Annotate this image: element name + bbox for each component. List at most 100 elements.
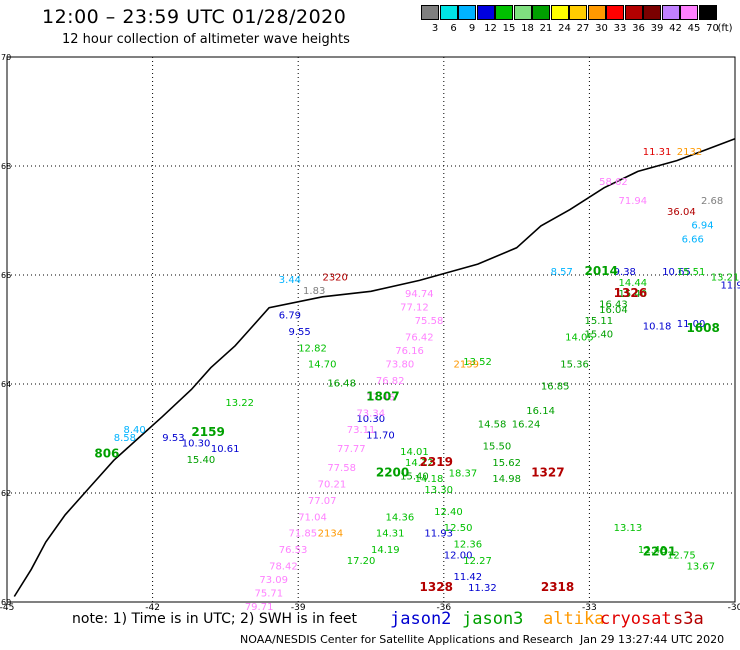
wave-height-label: 8.58 xyxy=(114,433,136,444)
color-scale-cell xyxy=(569,5,587,20)
color-scale-unit: (ft) xyxy=(717,23,733,34)
wave-height-label-jason3: 16.24 xyxy=(512,420,541,431)
wave-height-label: 8.57 xyxy=(551,267,573,278)
wave-height-label-jason3: 13.52 xyxy=(463,357,492,368)
wave-height-label-jason3: 14.44 xyxy=(619,278,648,289)
color-scale-cell xyxy=(476,5,495,20)
wave-height-label: 1.83 xyxy=(303,286,325,297)
wave-height-label-jason3: 15.36 xyxy=(560,360,589,371)
wave-height-label-s3a: 77.58 xyxy=(327,463,356,474)
color-scale-cell xyxy=(513,5,532,20)
y-tick-label: 70 xyxy=(1,53,11,62)
wave-height-label-jason3: 12.27 xyxy=(463,556,492,567)
wave-height-label: 8.40 xyxy=(123,425,145,436)
wave-height-label-jason3: 14.01 xyxy=(400,447,429,458)
wave-height-label-jason3: 17.20 xyxy=(347,556,376,567)
color-scale-tick: 70 xyxy=(706,23,719,34)
wave-height-label-cryosat: 36.04 xyxy=(667,207,696,218)
wave-height-label-jason3: 15.40 xyxy=(585,330,614,341)
color-scale-tick: 33 xyxy=(613,23,627,34)
timestamp: Jan 29 13:27:44 UTC 2020 xyxy=(580,633,725,646)
color-scale-tick: 39 xyxy=(650,23,664,34)
wave-height-label-s3a: 76.53 xyxy=(279,545,308,556)
wave-height-label-s3a: 78.42 xyxy=(269,561,298,572)
wave-height-label-jason2: 12.00 xyxy=(444,550,473,561)
color-scale-tick: 45 xyxy=(687,23,701,34)
color-scale-tick: 15 xyxy=(502,23,516,34)
wave-height-label-jason3: 13.67 xyxy=(686,561,715,572)
pass-time-label: 2159 xyxy=(191,425,224,439)
wave-height-label-altika: 2132 xyxy=(677,147,702,158)
wave-height-label-s3a: 76.82 xyxy=(376,376,405,387)
wave-height-label-jason2: 11.9 xyxy=(720,281,740,292)
wave-height-label-s3a: 73.80 xyxy=(386,360,415,371)
color-scale-cell xyxy=(550,5,569,20)
wave-height-label-s3a: 79.71 xyxy=(245,602,274,610)
wave-height-label-jason3: 18.37 xyxy=(449,469,478,480)
wave-height-label-jason3: 15.51 xyxy=(677,267,706,278)
wave-height-label-jason3: 13.22 xyxy=(225,398,254,409)
color-scale-tick: 24 xyxy=(558,23,571,34)
wave-height-label-s3a: 71.94 xyxy=(619,196,648,207)
wave-height-label-jason3: 14.05 xyxy=(565,332,594,343)
legend-jason3: jason3 xyxy=(462,609,524,629)
wave-height-label-jason2: 11.93 xyxy=(424,529,453,540)
wave-height-label-jason3: 13.13 xyxy=(614,523,643,534)
pass-time-label: 2201 xyxy=(643,545,676,559)
wave-height-label-s3a: 58.62 xyxy=(599,177,628,188)
pass-time-label: 1326 xyxy=(614,286,647,300)
wave-height-label-jason2: 9.53 xyxy=(162,433,184,444)
wave-height-label-jason3: 12.40 xyxy=(434,507,463,518)
wave-height-label-s3a: 71.04 xyxy=(298,512,327,523)
wave-height-label-jason2: 6.79 xyxy=(279,311,301,322)
wave-height-label-jason3: 15.40 xyxy=(400,471,429,482)
x-tick-label: -33 xyxy=(582,603,597,610)
wave-height-label-jason2: 10.18 xyxy=(643,322,672,333)
wave-height-label-s3a: 77.12 xyxy=(400,302,429,313)
legend-altika: altika xyxy=(543,609,605,629)
color-scale-cell xyxy=(532,5,550,20)
wave-height-label-jason3: 14.31 xyxy=(376,529,405,540)
wave-height-label-s3a: 77.77 xyxy=(337,444,366,455)
greenland-coastline xyxy=(13,138,736,597)
wave-height-label-jason3: 12.82 xyxy=(298,343,327,354)
color-scale-cell xyxy=(680,5,698,20)
color-scale-cell xyxy=(421,5,439,20)
x-tick-label: -42 xyxy=(145,603,160,610)
color-scale-cell xyxy=(458,5,476,20)
color-scale-tick: 21 xyxy=(539,23,553,34)
color-scale-tick: 9 xyxy=(468,23,476,34)
wave-height-label-altika: 2134 xyxy=(318,529,343,540)
wave-height-label: 3.44 xyxy=(279,275,301,286)
wave-height-label-jason3: 15.50 xyxy=(483,441,512,452)
wave-height-label-jason2: 11.00 xyxy=(677,319,706,330)
color-scale-tick: 18 xyxy=(521,23,534,34)
wave-height-label-jason2: 11.42 xyxy=(454,572,483,583)
wave-height-label-jason2: 10.30 xyxy=(182,439,211,450)
pass-time-label: 1608 xyxy=(686,321,719,335)
x-tick-label: -36 xyxy=(436,603,451,610)
color-scale-tick: 6 xyxy=(450,23,457,34)
color-scale-cell xyxy=(624,5,643,20)
pass-time-label: 2014 xyxy=(585,264,618,278)
color-scale-tick: 12 xyxy=(484,23,497,34)
wave-height-label-jason3: 16.04 xyxy=(599,305,628,316)
color-scale-cell xyxy=(439,5,458,20)
chart-subtitle: 12 hour collection of altimeter wave hei… xyxy=(62,32,350,47)
wave-height-label-jason3: 12.48 xyxy=(638,545,667,556)
wave-height-label-s3a: 75.71 xyxy=(255,589,284,600)
wave-height-label-s3a: 76.42 xyxy=(405,332,434,343)
plot-frame xyxy=(6,56,736,603)
credit-line: NOAA/NESDIS Center for Satellite Applica… xyxy=(240,633,574,646)
wave-height-label-jason3: 15.40 xyxy=(187,455,216,466)
y-tick-label: 68 xyxy=(1,162,11,171)
pass-time-label: 2200 xyxy=(376,466,409,480)
color-scale-cell xyxy=(661,5,680,20)
wave-height-label-jason3: 12.75 xyxy=(667,550,696,561)
x-tick-label: -45 xyxy=(0,603,14,610)
pass-time-label: 806 xyxy=(94,447,119,461)
wave-height-label-s3a: 77.46 xyxy=(366,392,395,403)
altimeter-map: -45 -42 -39 -36 -33 -30 60 62 64 66 68 70 6.79 9.55 10… xyxy=(0,53,740,610)
wave-height-label: 6.66 xyxy=(682,234,704,245)
wave-height-label-jason3: 14.70 xyxy=(308,360,337,371)
